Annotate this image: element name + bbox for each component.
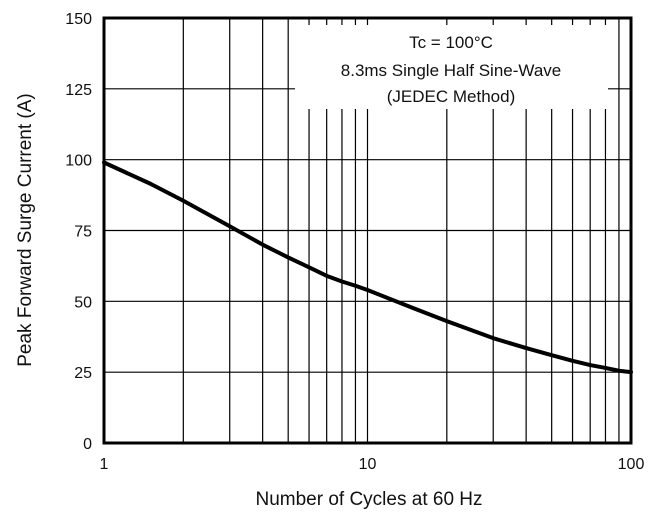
- annotation-line-waveform: 8.3ms Single Half Sine-Wave: [341, 61, 561, 80]
- label-layer: Number of Cycles at 60 Hz Peak Forward S…: [15, 11, 644, 510]
- y-tick-label: 25: [74, 365, 92, 382]
- y-axis-title: Peak Forward Surge Current (A): [15, 93, 36, 367]
- x-tick-label: 100: [618, 456, 645, 473]
- plot-frame: [102, 16, 633, 445]
- y-tick-label: 100: [65, 153, 92, 170]
- y-tick-label: 75: [74, 224, 92, 241]
- y-tick-label: 125: [65, 82, 92, 99]
- y-tick-label: 50: [74, 294, 92, 311]
- x-tick-label: 1: [100, 456, 109, 473]
- annotation-line-method: (JEDEC Method): [387, 87, 515, 106]
- y-tick-label: 150: [65, 11, 92, 28]
- y-tick-label: 0: [83, 436, 92, 453]
- x-axis-title: Number of Cycles at 60 Hz: [255, 489, 482, 510]
- annotation-layer: Tc = 100°C 8.3ms Single Half Sine-Wave (…: [295, 25, 608, 109]
- x-tick-label: 10: [359, 456, 377, 473]
- axis-layer: [102, 16, 633, 445]
- annotation-line-tc: Tc = 100°C: [409, 33, 493, 52]
- annotation-background: [295, 25, 608, 109]
